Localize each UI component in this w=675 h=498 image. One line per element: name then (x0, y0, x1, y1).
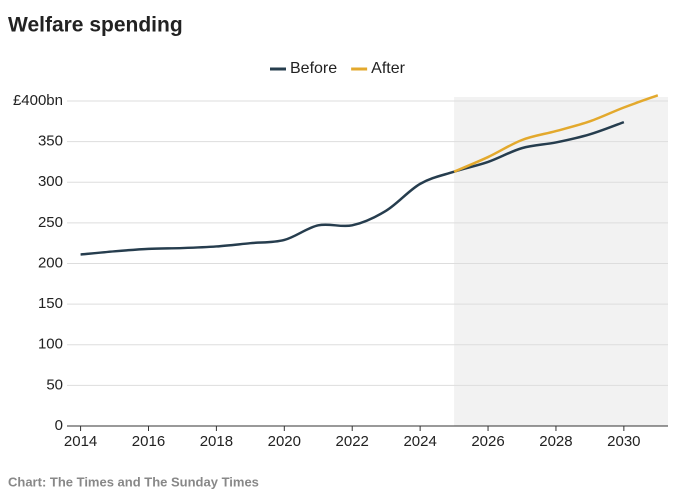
x-tick-label: 2028 (539, 433, 572, 450)
x-tick-label: 2016 (132, 433, 165, 450)
x-tick-label: 2018 (200, 433, 233, 450)
y-tick-label: £400bn (13, 92, 63, 109)
line (80, 120, 625, 256)
legend-label: Before (290, 60, 337, 77)
x-tick-label: 2024 (403, 433, 436, 450)
x-tick-label: 2014 (64, 433, 97, 450)
x-tick-label: 2022 (336, 433, 369, 450)
legend-label: After (371, 60, 405, 77)
y-tick-label: 150 (38, 295, 63, 312)
chart-title: Welfare spending (8, 14, 183, 37)
x-tick-label: 2020 (268, 433, 301, 450)
y-tick-label: 250 (38, 214, 63, 231)
y-tick-label: 0 (55, 417, 63, 434)
y-tick-label: 200 (38, 254, 63, 271)
y-tick-label: 50 (46, 376, 63, 393)
shaded-region (454, 97, 668, 426)
x-tick-label: 2026 (471, 433, 504, 450)
line (453, 94, 659, 173)
y-tick-label: 350 (38, 133, 63, 150)
x-tick-label: 2030 (607, 433, 640, 450)
source: Chart: The Times and The Sunday Times (8, 474, 259, 489)
y-tick-label: 100 (38, 336, 63, 353)
y-tick-label: 300 (38, 173, 63, 190)
